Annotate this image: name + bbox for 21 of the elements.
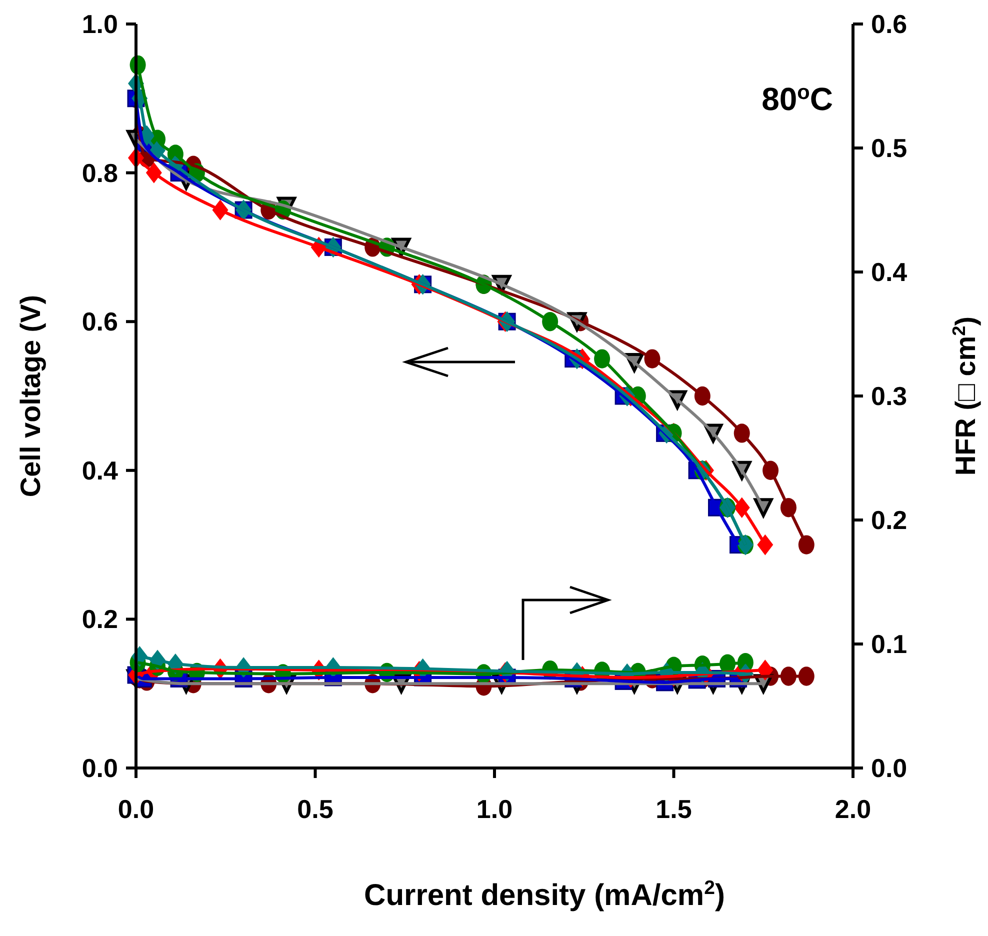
y-tick-label: 1.0 xyxy=(82,9,118,39)
y-tick-label: 0.8 xyxy=(82,158,118,188)
y2-tick-label: 0.0 xyxy=(871,753,908,783)
y-tick-label: 0.2 xyxy=(82,604,118,634)
y2-tick-label: 0.4 xyxy=(871,257,908,287)
annotation: 80$^{o}$C xyxy=(762,80,833,117)
y-tick-label: 0.0 xyxy=(82,753,118,783)
y-tick-label: 0.4 xyxy=(82,455,119,486)
y2-tick-label: 0.6 xyxy=(871,9,908,39)
x-axis-title: Current density (mA/cm$^{2}$) xyxy=(364,877,725,912)
x-tick-label: 0.0 xyxy=(118,794,154,824)
y-axis-title: Cell voltage (V) xyxy=(15,294,46,498)
y2-tick-label: 0.2 xyxy=(871,505,908,535)
x-tick-label: 1.0 xyxy=(476,794,513,824)
y-tick-label: 0.6 xyxy=(82,306,118,337)
y2-tick-label: 0.3 xyxy=(871,381,908,411)
y2-tick-label: 0.5 xyxy=(871,133,908,163)
x-tick-label: 2.0 xyxy=(834,794,872,824)
x-tick-label: 1.5 xyxy=(656,794,692,824)
x-tick-label: 0.5 xyxy=(297,794,334,824)
y2-tick-label: 0.1 xyxy=(871,629,908,659)
